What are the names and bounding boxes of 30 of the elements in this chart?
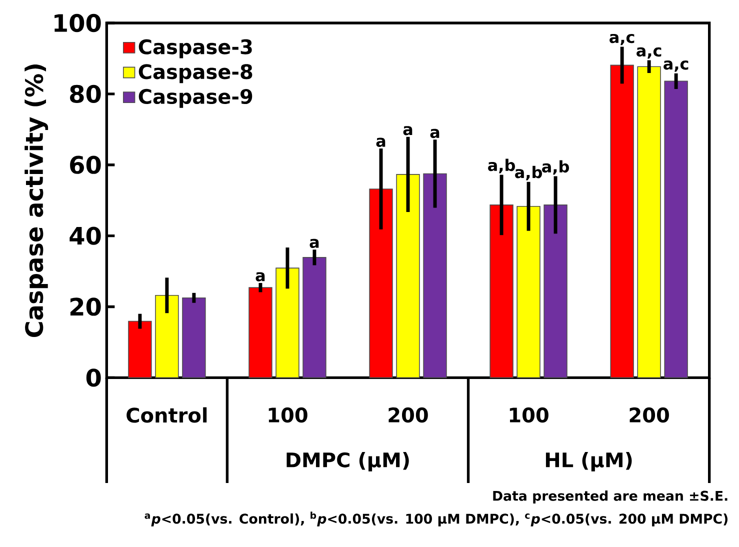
data-label: a,b: [515, 166, 542, 180]
data-label: a: [403, 126, 412, 136]
x-tick-label: Control: [126, 407, 207, 423]
y-tick-label: 80: [70, 84, 101, 104]
data-label: a,c: [636, 47, 662, 59]
data-label: a,c: [610, 34, 634, 46]
x-tick-label: 200: [630, 407, 669, 423]
data-label: a,b: [542, 160, 569, 175]
y-tick-label: 0: [86, 368, 101, 387]
y-tick-label: 40: [70, 226, 101, 245]
data-label: a: [256, 272, 265, 282]
data-label: a: [430, 128, 440, 138]
legend-label: Caspase-3: [138, 39, 252, 58]
legend-label: Caspase-8: [138, 64, 252, 84]
data-label: a,c: [664, 60, 688, 72]
y-tick-label: 60: [70, 156, 101, 174]
legend-label: Caspase-9: [138, 88, 252, 108]
x-tick-label: 100: [510, 407, 548, 423]
data-label: a: [310, 238, 319, 248]
text: Data presented are mean ±S.E.: [493, 490, 728, 504]
text: DMPC (μM): [286, 452, 409, 472]
x-tick-label: 100: [268, 407, 308, 423]
text: HL (μM): [546, 452, 632, 472]
y-axis-title: Caspase activity (%): [24, 64, 48, 338]
y-tick-label: 100: [54, 14, 101, 32]
y-tick-label: 20: [70, 298, 101, 316]
data-label: a: [376, 138, 386, 147]
text: $^{a}$p<0.05(vs. Control), $^{b}$p<0.05(vs. 100 μM DMPC), $^{c}$p<0.05(vs. 200 μM DMPC): [144, 512, 728, 526]
x-tick-label: 200: [388, 407, 428, 423]
data-label: a,b: [488, 158, 515, 174]
